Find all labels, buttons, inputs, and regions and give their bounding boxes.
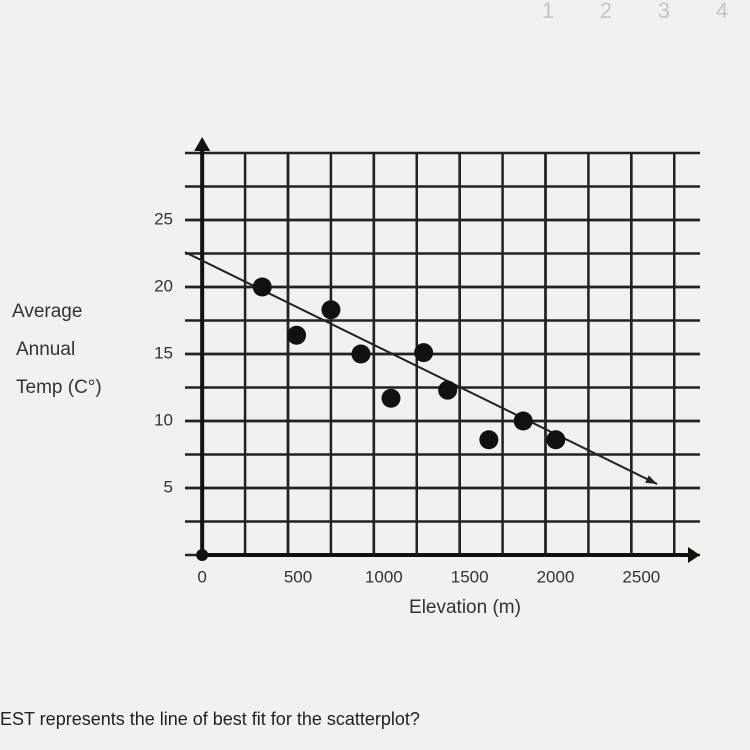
y-tick-label: 10 [154,410,173,429]
x-tick-label: 500 [284,567,312,586]
point [351,344,371,364]
point [513,411,533,431]
x-axis-label: Elevation (m) [409,597,521,618]
y-axis-label: Temp (C°) [16,377,102,398]
x-tick-label: 2500 [622,567,660,586]
x-tick-label: 1000 [365,567,403,586]
y-axis-label: Average [12,301,82,322]
point [479,430,499,450]
x-tick-label: 2000 [537,567,575,586]
page-number: 4 [716,0,728,23]
x-arrow [688,547,700,563]
origin [196,549,209,561]
x-tick-label: 1500 [451,567,489,586]
point [381,388,401,408]
y-arrow [194,137,211,151]
question: EST represents the line of best fit for … [0,709,420,729]
y-tick-label: 5 [164,477,173,496]
y-axis-label: Annual [16,339,75,360]
y-tick-label: 20 [154,276,173,295]
x-tick-label: 0 [197,567,206,586]
page-number: 3 [658,0,670,23]
point [414,343,434,363]
page-number: 1 [542,0,554,23]
point [438,380,458,400]
point [546,430,566,450]
y-tick-label: 15 [154,343,173,362]
point [287,325,307,345]
point [252,277,272,297]
page-number: 2 [600,0,612,23]
point [321,300,341,320]
y-tick-label: 25 [154,209,173,228]
trend-arrow [645,475,658,484]
